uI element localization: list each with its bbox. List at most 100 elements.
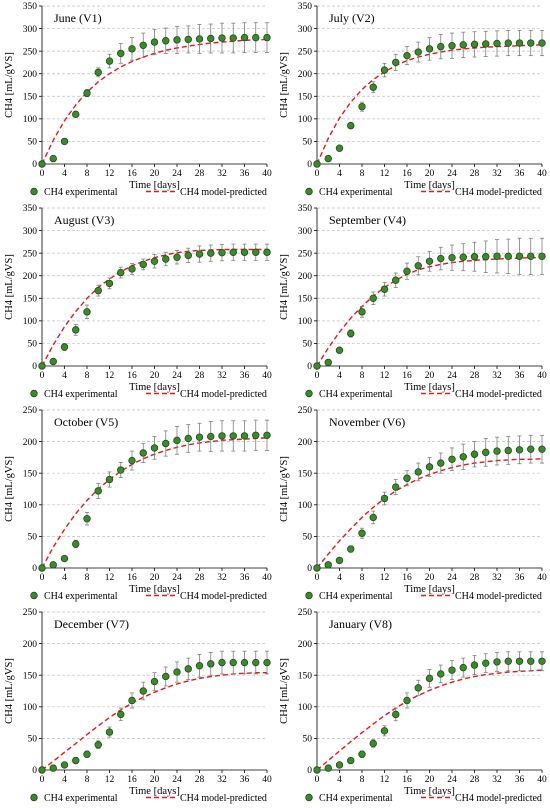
data-point: [448, 666, 456, 674]
data-point: [380, 285, 389, 293]
y-tick-label: 100: [298, 115, 313, 125]
x-tick-label: 24: [447, 775, 457, 785]
x-tick-label: 20: [425, 573, 435, 583]
x-tick-label: 40: [262, 371, 272, 381]
data-point: [369, 739, 377, 748]
y-tick-label: 0: [32, 564, 37, 574]
data-point: [128, 265, 136, 273]
legend-marker-experimental: [30, 793, 38, 802]
chart-svg: 0 4 8 12 16 20 24 28 32 36 40 0 50 100 150 200 250 300 350…: [4, 204, 272, 400]
x-tick-label: 0: [40, 775, 45, 785]
legend-marker-experimental: [305, 793, 313, 802]
x-tick-label: 36: [515, 775, 525, 785]
data-point: [94, 286, 102, 295]
legend-label-experimental: CH4 experimental: [44, 389, 118, 400]
x-tick-label: 32: [217, 169, 227, 179]
data-point: [150, 444, 159, 452]
chart-panel-3: 0 4 8 12 16 20 24 28 32 36 40 0 50 100 150 200 250 300 350…: [0, 202, 275, 404]
x-tick-label: 24: [172, 371, 182, 381]
data-point: [515, 657, 524, 665]
data-point: [173, 253, 181, 261]
data-point: [414, 262, 422, 270]
data-point: [49, 764, 57, 772]
x-tick-label: 12: [105, 371, 115, 381]
x-tick-label: 28: [195, 371, 205, 381]
y-tick-label: 200: [298, 272, 313, 282]
data-point: [358, 750, 366, 758]
y-tick-label: 200: [23, 438, 38, 448]
model-line: [316, 257, 542, 367]
legend-label-model: CH4 model-predicted: [455, 793, 542, 804]
y-tick-label: 200: [298, 438, 313, 448]
y-tick-label: 300: [23, 25, 38, 35]
data-point: [184, 251, 192, 260]
legend-marker-experimental: [305, 389, 313, 398]
data-point: [105, 475, 114, 484]
legend-label-model: CH4 model-predicted: [180, 591, 267, 602]
data-point: [83, 750, 91, 758]
x-tick-label: 28: [195, 775, 205, 785]
x-tick-label: 24: [447, 169, 457, 179]
chart-svg: 0 4 8 12 16 20 24 28 32 36 40 0 50 100 150 200 250 Time […: [279, 406, 547, 602]
data-point: [493, 447, 501, 455]
data-point: [184, 35, 192, 44]
data-point: [538, 39, 546, 47]
data-point: [459, 453, 467, 461]
chart-title: July (V2): [329, 11, 375, 25]
y-tick-label: 100: [298, 317, 313, 327]
data-point: [184, 434, 192, 443]
y-axis-label: CH4 [mL/gVS]: [279, 254, 290, 320]
legend-label-model: CH4 model-predicted: [180, 187, 267, 198]
data-point: [403, 474, 411, 482]
data-point: [313, 564, 321, 572]
x-tick-label: 12: [380, 573, 390, 583]
data-point: [335, 144, 344, 152]
y-tick-label: 150: [298, 92, 313, 102]
data-point: [482, 40, 490, 48]
legend-label-model: CH4 model-predicted: [455, 389, 542, 400]
model-line: [41, 672, 267, 771]
data-point: [263, 248, 271, 256]
data-point: [358, 308, 366, 316]
y-tick-label: 50: [28, 340, 38, 350]
data-point: [470, 40, 479, 49]
y-axis-label: CH4 [mL/gVS]: [279, 456, 290, 522]
data-point: [425, 257, 434, 265]
x-tick-label: 12: [105, 775, 115, 785]
data-point: [229, 432, 237, 440]
data-point: [414, 48, 422, 56]
y-tick-label: 350: [298, 2, 313, 12]
x-tick-label: 36: [240, 371, 250, 381]
data-point: [515, 39, 524, 47]
data-point: [482, 448, 490, 457]
chart-svg: 0 4 8 12 16 20 24 28 32 36 40 0 50 100 150 200 250 300 350…: [279, 2, 547, 198]
data-point: [369, 513, 377, 522]
data-point: [207, 432, 215, 441]
x-tick-label: 4: [337, 371, 342, 381]
data-point: [94, 487, 102, 495]
data-point: [252, 33, 260, 42]
y-tick-label: 100: [23, 115, 38, 125]
x-tick-label: 32: [217, 371, 227, 381]
x-tick-label: 32: [492, 775, 502, 785]
data-point: [347, 329, 355, 338]
data-point: [139, 449, 147, 457]
data-point: [195, 250, 204, 258]
legend-label-experimental: CH4 experimental: [44, 793, 118, 804]
x-axis-label: Time [days]: [404, 786, 455, 797]
chart-panel-1: 0 4 8 12 16 20 24 28 32 36 40 0 50 100 150 200 250 300 350…: [0, 0, 275, 202]
x-tick-label: 28: [470, 371, 480, 381]
data-point: [60, 554, 69, 563]
data-point: [358, 102, 366, 111]
x-tick-label: 16: [127, 573, 137, 583]
y-tick-label: 150: [23, 92, 38, 102]
y-tick-label: 100: [23, 317, 38, 327]
y-tick-label: 50: [303, 533, 313, 543]
data-point: [425, 674, 434, 683]
x-tick-label: 24: [172, 775, 182, 785]
x-axis-label: Time [days]: [129, 786, 180, 797]
data-point: [229, 658, 237, 667]
chart-svg: 0 4 8 12 16 20 24 28 32 36 40 0 50 100 150 200 250 Time […: [4, 608, 272, 804]
y-tick-label: 250: [298, 406, 313, 416]
data-point: [347, 545, 355, 553]
